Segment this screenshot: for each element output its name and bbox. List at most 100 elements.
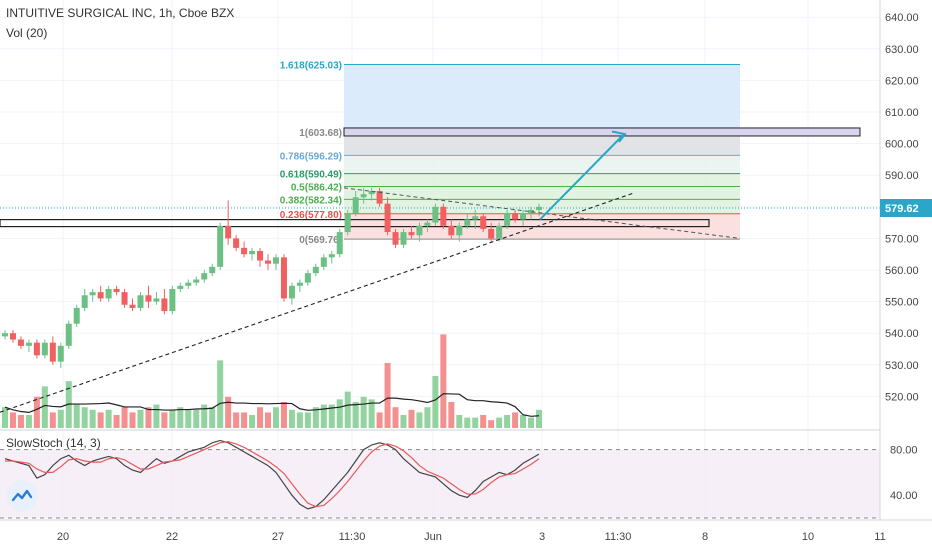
- candle-body: [121, 292, 128, 305]
- price-tick-label: 530.00: [885, 360, 919, 372]
- price-tick-label: 550.00: [885, 297, 919, 309]
- volume-bar: [113, 415, 120, 428]
- price-candles: [2, 187, 542, 368]
- candle-body: [296, 282, 303, 286]
- volume-bar: [185, 409, 192, 428]
- candle-body: [496, 225, 503, 239]
- volume-bar: [137, 409, 144, 428]
- volume-bar: [448, 402, 455, 428]
- fib-level-label: 1(603.68): [299, 128, 342, 139]
- candle-body: [424, 222, 431, 226]
- volume-bar: [456, 415, 463, 428]
- last-price-badge: [880, 199, 932, 218]
- volume-bar: [41, 386, 48, 428]
- candle-body: [448, 225, 455, 236]
- candle-body: [225, 225, 232, 239]
- fib-retracement[interactable]: 1.618(625.03) 1(603.68) 0.786(596.29) 0.618…: [0, 61, 880, 247]
- volume-bar: [169, 409, 176, 428]
- volume-bar: [535, 409, 542, 428]
- volume-bar: [432, 376, 439, 428]
- candle-body: [504, 213, 511, 226]
- volume-bar: [440, 334, 447, 428]
- fib-level-label: 0.786(596.29): [280, 151, 342, 162]
- candle-body: [113, 288, 120, 293]
- candle-body: [265, 260, 272, 264]
- stoch-k-line: [4, 439, 540, 510]
- price-tick-label: 630.00: [885, 44, 919, 56]
- fib-level-label: 0.236(577.80): [280, 210, 342, 221]
- candle-body: [33, 342, 40, 356]
- candle-body: [81, 295, 88, 308]
- candle-body: [49, 342, 56, 362]
- volume-bar: [288, 409, 295, 428]
- volume-bar: [304, 412, 311, 428]
- price-tick-label: 610.00: [885, 107, 919, 119]
- candle-body: [233, 238, 240, 248]
- volume-bar: [400, 415, 407, 428]
- projection-arrow: [539, 133, 625, 221]
- candle-body: [400, 232, 407, 245]
- price-tick-label: 640.00: [885, 12, 919, 24]
- volume-bar: [312, 407, 319, 428]
- chart-title: INTUITIVE SURGICAL INC, 1h, Cboe BZX: [6, 6, 235, 20]
- volume-bar: [272, 407, 279, 428]
- volume-bar: [496, 417, 503, 428]
- fib-zone: [344, 155, 740, 174]
- volume-bar: [472, 417, 479, 428]
- candle-body: [193, 279, 200, 283]
- fib-level-label: 1.618(625.03): [280, 61, 342, 72]
- volume-bar: [49, 412, 56, 428]
- candle-body: [201, 273, 208, 280]
- candle-body: [177, 285, 184, 289]
- volume-bar: [320, 404, 327, 428]
- candle-body: [249, 251, 256, 255]
- volume-bar: [257, 407, 264, 428]
- candle-body: [312, 266, 319, 274]
- volume-bar: [57, 409, 64, 428]
- price-tick-label: 620.00: [885, 75, 919, 87]
- projection-arrow-head: [611, 130, 627, 143]
- volume-bar: [121, 407, 128, 428]
- volume-bar: [344, 391, 351, 428]
- resistance-box: [343, 127, 861, 137]
- volume-bar: [161, 412, 168, 428]
- candle-body: [137, 295, 144, 308]
- time-tick-label: 10: [802, 531, 814, 543]
- volume-bar: [193, 409, 200, 428]
- volume-bar: [376, 412, 383, 428]
- volume-bar: [424, 407, 431, 428]
- volume-label: Vol (20): [6, 26, 48, 40]
- candle-body: [512, 213, 519, 220]
- candle-body: [336, 232, 343, 255]
- candle-body: [73, 307, 80, 324]
- candle-body: [25, 342, 32, 346]
- candle-body: [320, 257, 327, 267]
- volume-bar: [336, 399, 343, 428]
- trend-drawings[interactable]: [0, 130, 741, 413]
- volume-bar: [328, 404, 335, 428]
- support-box: [0, 219, 710, 228]
- stoch-d-line: [5, 441, 540, 508]
- volume-bar: [201, 404, 208, 428]
- volume-bar: [145, 407, 152, 428]
- candle-body: [535, 206, 542, 210]
- volume-bar: [512, 412, 519, 428]
- candle-body: [145, 295, 152, 302]
- volume-bar: [488, 420, 495, 428]
- candle-body: [280, 257, 287, 299]
- price-tick-label: 520.00: [885, 391, 919, 403]
- candle-body: [304, 273, 311, 283]
- candle-body: [41, 342, 48, 356]
- candle-body: [344, 213, 351, 233]
- candle-body: [129, 304, 136, 308]
- candle-body: [65, 323, 72, 346]
- candle-body: [209, 266, 216, 274]
- candle-body: [480, 216, 487, 229]
- candle-body: [368, 191, 375, 195]
- candle-body: [9, 333, 16, 340]
- tradingview-logo-icon[interactable]: [6, 480, 38, 512]
- price-axis-bg: [880, 0, 932, 550]
- price-tick-label: 560.00: [885, 265, 919, 277]
